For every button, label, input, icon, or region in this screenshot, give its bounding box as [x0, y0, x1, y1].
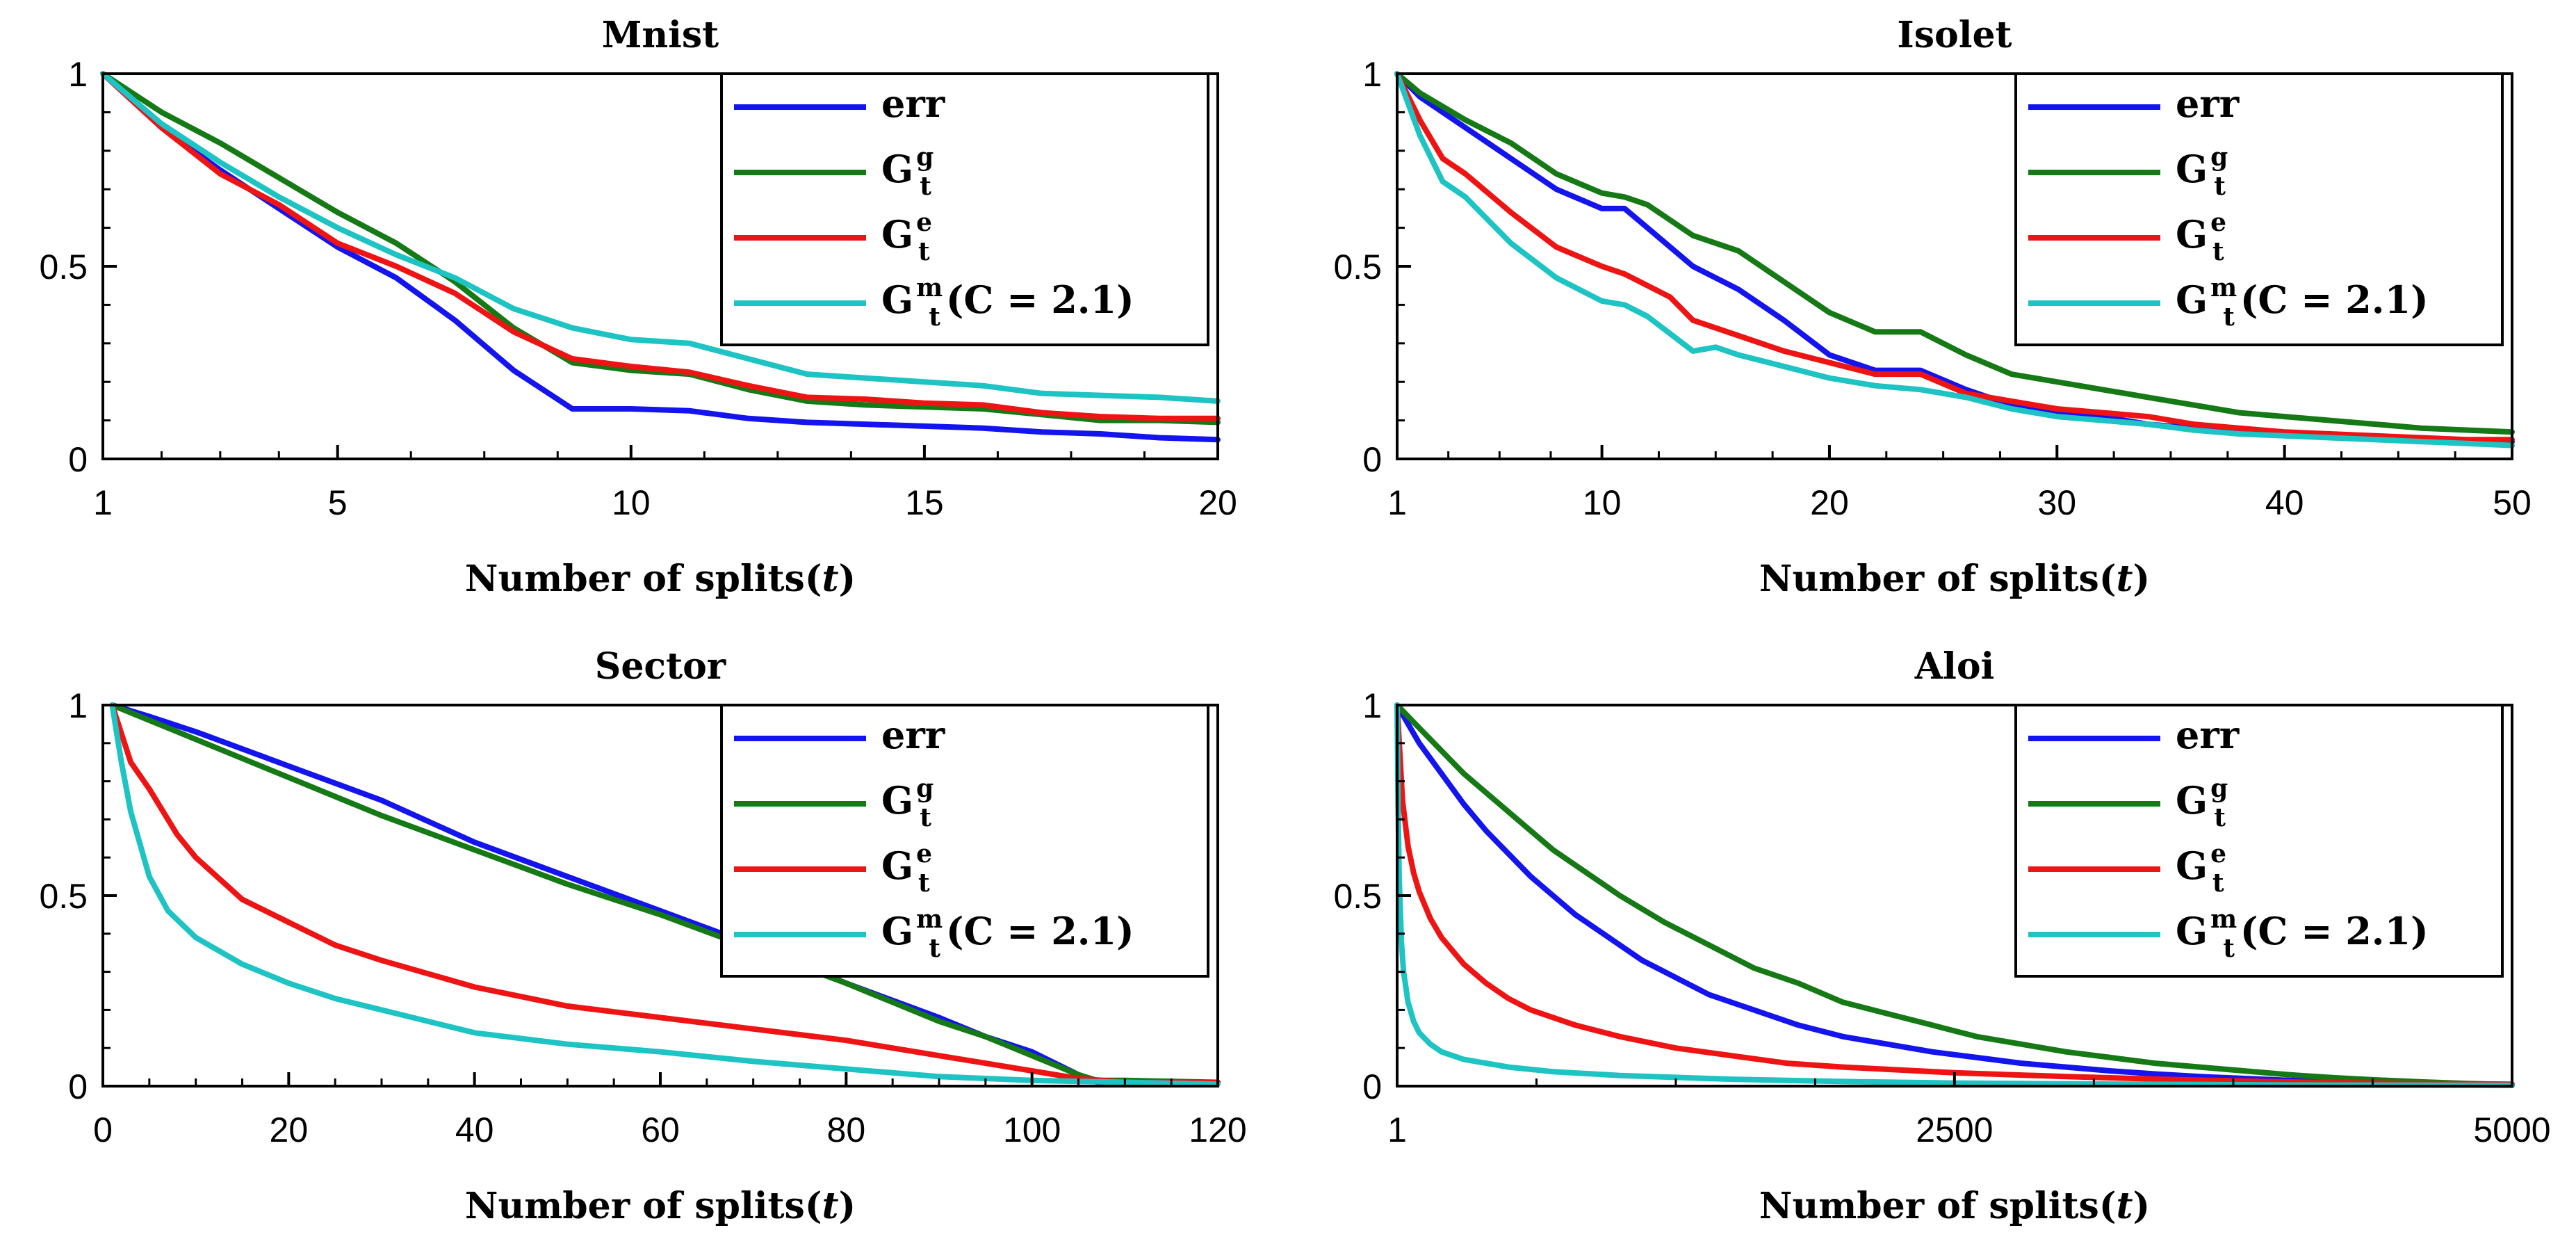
y-tick-label: 0 — [68, 1067, 88, 1106]
x-axis-label-text: Number of splits — [465, 1185, 805, 1227]
x-tick-label: 20 — [270, 1110, 309, 1149]
panel-isolet: Isolet 1 10 20 30 40 50 0 0.5 1 Number of splits(t… — [1333, 14, 2531, 600]
x-tick-label: 10 — [612, 483, 651, 522]
x-axis-label: Number of splits(t) — [465, 1185, 856, 1227]
chart-title: Isolet — [1897, 14, 2012, 56]
series-line-gg — [1394, 71, 2515, 435]
x-tick-label: 10 — [1583, 483, 1622, 522]
x-axis-label-text: Number of splits — [465, 558, 805, 600]
x-tick-label: 40 — [455, 1110, 494, 1149]
legend: err G g t G e t G m t (C = 2.1) — [2014, 704, 2504, 978]
y-tick-label: 1 — [1362, 55, 1382, 94]
x-axis-label-var: t — [822, 558, 838, 600]
x-tick-label: 50 — [2493, 483, 2532, 522]
legend-box — [720, 704, 1209, 978]
x-tick-label: 40 — [2265, 483, 2304, 522]
x-tick-label: 15 — [905, 483, 944, 522]
legend-box — [720, 72, 1209, 346]
y-tick-label: 0.5 — [39, 248, 88, 286]
y-tick-label: 1 — [1362, 686, 1382, 725]
legend-label-err: err — [2176, 713, 2240, 757]
x-axis-label-text: Number of splits — [1759, 1185, 2099, 1227]
x-tick-label: 1 — [93, 483, 113, 522]
y-tick-label: 0 — [1362, 1067, 1382, 1106]
x-axis-label-var: t — [2116, 558, 2133, 600]
x-tick-label: 20 — [1198, 483, 1237, 522]
x-tick-label: 100 — [1003, 1110, 1061, 1149]
panel-aloi: Aloi 1 2500 5000 0 0.5 1 Number of splits(t) err… — [1333, 645, 2550, 1227]
x-axis-label-var: t — [2116, 1185, 2133, 1227]
x-tick-label: 5 — [328, 483, 348, 522]
legend-label-err: err — [881, 713, 945, 757]
series-line-err — [100, 71, 1221, 443]
series-line-gm — [109, 702, 1221, 1088]
y-tick-label: 0 — [1362, 440, 1382, 479]
series-line-gm — [1394, 71, 2515, 448]
x-tick-label: 120 — [1189, 1110, 1246, 1149]
y-tick-label: 0.5 — [1333, 877, 1382, 916]
x-axis-label-text: Number of splits — [1759, 558, 2099, 600]
legend-box — [2014, 72, 2504, 346]
legend-box — [2014, 704, 2504, 978]
x-axis-label: Number of splits(t) — [465, 558, 856, 600]
panel-sector: Sector 0 20 40 60 80 100 120 0 0.5 1 Number of spli… — [39, 645, 1246, 1227]
x-tick-label: 60 — [641, 1110, 680, 1149]
x-tick-label: 2500 — [1916, 1110, 1993, 1149]
legend: err G g t G e t G m t (C = 2.1) — [720, 72, 1209, 346]
x-axis-label: Number of splits(t) — [1759, 1185, 2150, 1227]
series-line-ge — [100, 71, 1221, 421]
x-tick-label: 80 — [827, 1110, 866, 1149]
y-tick-label: 1 — [68, 55, 88, 94]
x-axis-label-var: t — [822, 1185, 838, 1227]
legend: err G g t G e t G m t (C = 2.1) — [720, 704, 1209, 978]
series-line-ge — [109, 702, 1221, 1085]
series-line-gg — [1394, 702, 2515, 1088]
x-tick-label: 20 — [1810, 483, 1849, 522]
x-tick-label: 0 — [93, 1110, 113, 1149]
x-axis-label: Number of splits(t) — [1759, 558, 2150, 600]
legend: err G g t G e t G m t (C = 2.1) — [2014, 72, 2504, 346]
x-tick-label: 5000 — [2473, 1110, 2550, 1149]
series-line-ge — [1394, 71, 2515, 443]
series-line-gm — [100, 71, 1221, 404]
series-line-gm — [1394, 702, 2515, 1088]
chart-title: Aloi — [1914, 645, 1995, 688]
x-tick-label: 30 — [2037, 483, 2076, 522]
y-tick-label: 0.5 — [39, 877, 88, 916]
y-tick-label: 1 — [68, 686, 88, 725]
chart-title: Mnist — [602, 14, 719, 56]
legend-label-err: err — [2176, 81, 2240, 126]
legend-label-err: err — [881, 81, 945, 126]
y-tick-label: 0 — [68, 440, 88, 479]
x-tick-label: 1 — [1387, 1110, 1407, 1149]
y-tick-label: 0.5 — [1333, 248, 1382, 286]
series-line-ge — [1394, 702, 2515, 1088]
x-tick-label: 1 — [1387, 483, 1407, 522]
chart-title: Sector — [595, 645, 726, 688]
